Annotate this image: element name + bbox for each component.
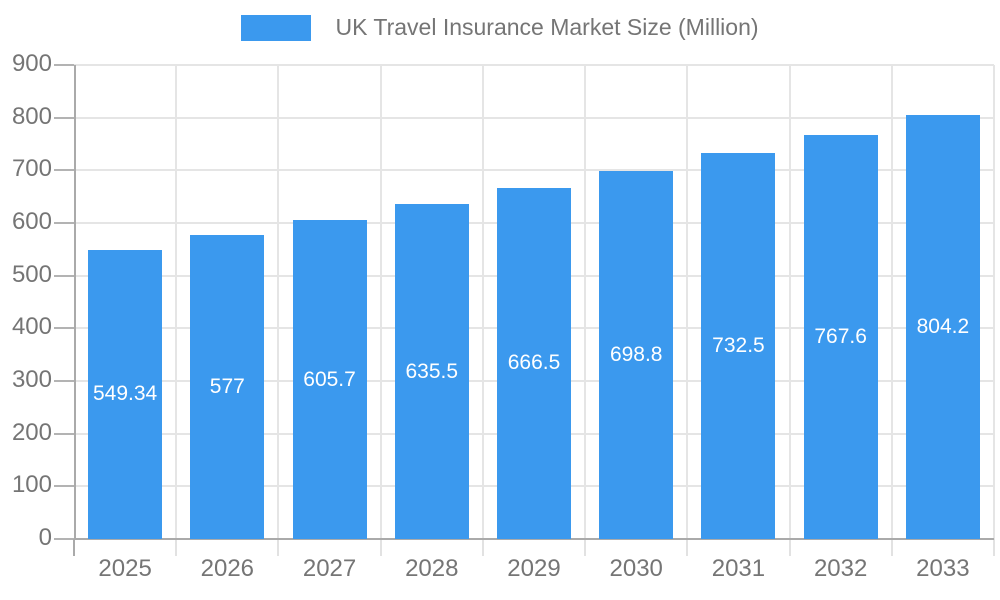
gridline-x <box>481 65 484 539</box>
x-axis-tick <box>73 539 75 556</box>
bar-value-label: 635.5 <box>405 359 459 383</box>
bar-value-label: 666.5 <box>507 351 561 375</box>
gridline-x <box>379 65 382 539</box>
gridline-x <box>993 65 995 539</box>
y-axis-tick <box>54 64 74 66</box>
x-axis-label: 2027 <box>302 555 357 582</box>
gridline-y <box>74 64 994 66</box>
bar-2032[interactable]: 767.6 <box>803 134 878 539</box>
gridline-y <box>74 169 994 172</box>
legend-swatch <box>241 14 312 41</box>
y-axis-label: 100 <box>11 471 52 499</box>
x-axis-label: 2025 <box>98 555 152 582</box>
gridline-x <box>175 65 178 539</box>
y-axis-label: 400 <box>11 313 52 341</box>
bar-2025[interactable]: 549.34 <box>88 249 163 539</box>
gridline-x <box>788 65 791 539</box>
x-axis-tick <box>993 539 995 556</box>
x-axis-tick <box>890 539 893 556</box>
y-axis-label: 0 <box>38 523 52 551</box>
y-axis-label: 200 <box>11 418 52 446</box>
x-axis-label: 2031 <box>711 555 766 582</box>
gridline-x <box>584 65 587 539</box>
y-axis-tick <box>54 485 74 488</box>
bar-value-label: 698.8 <box>609 342 663 366</box>
bar-value-label: 549.34 <box>92 382 158 406</box>
x-axis-tick <box>481 539 484 556</box>
bar-2031[interactable]: 732.5 <box>701 153 776 539</box>
bar-value-label: 577 <box>209 375 245 399</box>
gridline-x <box>686 65 689 539</box>
y-axis-tick <box>54 380 74 382</box>
x-axis-line <box>74 538 994 540</box>
y-axis-tick <box>54 274 74 277</box>
gridline-y <box>74 116 994 119</box>
bar-value-label: 732.5 <box>712 334 765 358</box>
y-axis-label: 600 <box>11 207 52 235</box>
bar-2029[interactable]: 666.5 <box>497 187 571 539</box>
y-axis-tick <box>54 538 74 540</box>
x-axis-label: 2028 <box>405 555 459 582</box>
gridline-x <box>277 65 280 539</box>
y-axis-tick <box>54 432 74 435</box>
legend-label: UK Travel Insurance Market Size (Million… <box>335 14 759 40</box>
gridline-x <box>890 65 893 539</box>
y-axis-tick <box>54 116 74 119</box>
bar-value-label: 605.7 <box>303 367 356 391</box>
bar-2026[interactable]: 577 <box>190 235 265 539</box>
x-axis-label: 2026 <box>200 555 255 582</box>
bar-2030[interactable]: 698.8 <box>599 170 674 539</box>
x-axis-tick <box>686 539 689 556</box>
x-axis-tick <box>277 539 280 556</box>
y-axis-label: 300 <box>11 365 52 393</box>
y-axis-tick <box>54 327 74 330</box>
x-axis-tick <box>379 539 382 556</box>
y-axis-label: 900 <box>11 49 52 77</box>
y-axis-label: 800 <box>11 102 52 130</box>
bar-2028[interactable]: 635.5 <box>394 204 469 539</box>
x-axis-tick <box>584 539 587 556</box>
y-axis-line <box>74 65 76 539</box>
bar-value-label: 804.2 <box>916 315 970 339</box>
y-axis-label: 700 <box>11 155 52 183</box>
plot-area: 0 100 200 300 400 500 600 700 800 900 2025 2026 2027… <box>12 50 995 582</box>
y-axis-tick <box>54 222 74 224</box>
bar-2027[interactable]: 605.7 <box>292 220 367 539</box>
x-axis-tick <box>175 539 178 556</box>
x-axis-label: 2030 <box>609 555 663 582</box>
x-axis-label: 2029 <box>507 555 561 582</box>
legend-item[interactable]: UK Travel Insurance Market Size (Million… <box>0 14 1000 41</box>
y-axis-tick <box>54 169 74 172</box>
bar-value-label: 767.6 <box>814 324 867 348</box>
x-axis-label: 2033 <box>916 555 970 582</box>
x-axis-label: 2032 <box>813 555 868 582</box>
x-axis-tick <box>788 539 791 556</box>
bar-2033[interactable]: 804.2 <box>905 115 980 539</box>
y-axis-label: 500 <box>11 260 52 288</box>
